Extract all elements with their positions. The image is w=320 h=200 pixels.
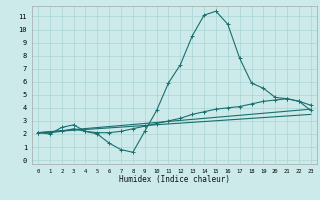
X-axis label: Humidex (Indice chaleur): Humidex (Indice chaleur) xyxy=(119,175,230,184)
